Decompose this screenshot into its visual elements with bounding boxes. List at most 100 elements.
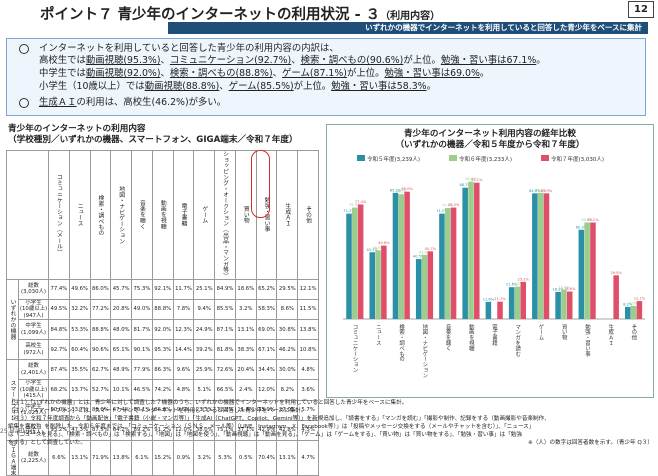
table-cell: 53.3% [68, 319, 91, 341]
chart-bar [520, 281, 527, 319]
chart-bar [485, 301, 492, 319]
left-heading: 青少年のインターネットの利用内容 （学校種別／いずれかの機器、スマートフォン、G… [8, 124, 298, 146]
table-cell: 49.5% [48, 298, 70, 321]
data-label: 18.6% [564, 287, 576, 291]
banner-text: いずれかの機器でインターネットを利用していると回答した青少年をベースに集計 [365, 23, 642, 32]
corner-cell [6, 150, 49, 280]
summary-text: 、 [160, 68, 170, 79]
footnote-3: （注３）令和７年度調査から「動画配信」「電子書籍（小説・マンガ等）」「生成AI（… [8, 416, 550, 422]
bullet-icon [19, 44, 29, 54]
table-cell: 13.8% [297, 319, 319, 341]
column-header: 動画を視聴 [151, 150, 174, 280]
table-cell: 72.6% [214, 359, 236, 381]
table-cell: 68.2% [48, 379, 70, 401]
data-label: 92.8% [465, 177, 477, 181]
row-label: 小学生 (10歳以上) (415人) [18, 379, 49, 401]
data-label: 71.2% [436, 209, 448, 213]
row-label: 総数 (2,401人) [18, 359, 49, 381]
table-cell: 87.4% [48, 359, 70, 381]
data-label: 49.6% [378, 241, 390, 245]
category-label: 音楽を聴く [445, 323, 452, 352]
table-row: いずれかの機器 総数 (3,030人) 77.4% 49.6% 86.0% 45.7% 75… [6, 278, 319, 361]
data-label: 25.1% [518, 277, 530, 281]
data-label: 75.0% [442, 204, 454, 208]
chart-bar [375, 250, 381, 319]
table-cell: 87.1% [214, 319, 236, 341]
title-subtitle: （利用内容） [380, 11, 441, 22]
table-cell: 11.7% [172, 278, 195, 300]
footnote-row: をする」として調査していた。 ※（人）の数字は回答者数を示す。（青少年 Q３） [8, 439, 653, 447]
table-cell: 86.0% [89, 278, 112, 300]
table-cell: 90.1% [131, 339, 153, 361]
data-label: 45.1% [367, 248, 379, 252]
title-text: ポイント７ 青少年のインターネットの利用状況 - ３ [40, 7, 381, 23]
chart-bar [369, 252, 376, 319]
chart-bar [439, 213, 445, 319]
category-label: マンガを読む [514, 324, 521, 357]
chart-bar [555, 291, 561, 319]
category-label: ニュース [375, 324, 382, 346]
table-cell: 84.8% [48, 319, 70, 341]
category-label: 地図・ナビゲーション [421, 323, 428, 378]
legend-swatch [541, 155, 549, 161]
data-label: 77.4% [355, 200, 367, 204]
table-cell: 10.8% [297, 339, 319, 361]
table-row: 小学生 (10歳以上) (415人) 68.2% 13.7% 52.7% 10.1% 46… [7, 379, 319, 401]
chart-bar [625, 306, 631, 319]
table-row: スマートフォン 総数 (2,401人) 87.4% 35.5% 62.7% 48.9% 77… [6, 359, 319, 441]
category-label: その他 [630, 324, 637, 342]
table-cell: 86.3% [151, 359, 174, 381]
table-cell: 25.9% [193, 359, 216, 381]
table-cell: 13.1% [234, 319, 257, 341]
data-label: 84.9% [529, 189, 541, 193]
summary-text: 。 [426, 81, 436, 92]
data-label: 21.5% [506, 283, 518, 287]
summary-highlight: 動画視聴(92.0%) [85, 68, 161, 79]
column-header: ニュース [68, 150, 91, 280]
column-header: 生成ＡＩ [276, 150, 299, 280]
summary-text: 、 [160, 55, 170, 66]
table-cell: 65.2% [255, 278, 278, 300]
table-cell: 92.1% [151, 278, 174, 300]
table-cell: 65.1% [110, 339, 133, 361]
table-row: 中学生 (1,025人) 90.0% 33.7% 86.0% 47.4% 80.1% 86.… [7, 399, 319, 421]
data-label: 71.2% [343, 209, 355, 213]
table-cell: 49.0% [131, 298, 153, 321]
data-label: 86.0% [401, 187, 413, 191]
chart-bar [497, 301, 503, 319]
footnote-1: （注１）「いずれかの機器」とは、青少年に対して調査した７機器のうち、いずれかの機… [8, 400, 408, 406]
group-label: いずれかの機器 [6, 278, 19, 361]
summary-text: が上位。 [346, 68, 385, 79]
chart-subtitle: （いずれかの機器／令和５年度から令和７年度） [395, 140, 585, 150]
chart-bar [427, 251, 434, 319]
data-label: 88.7% [459, 183, 471, 187]
summary-highlight: ゲーム(85.5%) [228, 81, 294, 92]
row-label: 高校生 (972人) [18, 339, 49, 361]
chart-title: 青少年のインターネット利用内容の経年比較 [404, 129, 576, 139]
table-cell: 52.7% [89, 379, 112, 401]
table-cell: 10.1% [110, 379, 133, 401]
table-cell: 90.6% [89, 339, 112, 361]
data-label: 12.1% [634, 297, 646, 301]
summary-highlight: コミュニケーション(92.7%) [169, 55, 292, 66]
summary-text: インターネットを利用していると回答した青少年の利用内容の内訳は、 [39, 43, 339, 54]
chart-bar [532, 193, 538, 319]
table-cell: 18.6% [234, 278, 257, 300]
summary-highlight: ゲーム(87.1%) [282, 68, 347, 79]
table-cell: 30.8% [276, 319, 299, 341]
data-label: 43.4% [419, 250, 431, 254]
table-cell: 77.4% [48, 278, 70, 300]
bullet-icon [19, 98, 29, 108]
row-label: 中学生 (1,099人) [18, 319, 49, 341]
footnotes: （注１）「いずれかの機器」とは、青少年に対して調査した７機器のうち、いずれかの機… [8, 399, 653, 447]
chart-bar [566, 291, 573, 319]
column-header: その他 [297, 150, 319, 280]
table-cell: 84.9% [214, 278, 236, 300]
data-label: 11.6% [483, 297, 495, 301]
chart-bar [543, 193, 550, 319]
table-cell: 8.6% [276, 298, 299, 321]
legend-label: 令和６年度(3,233人) [459, 155, 512, 163]
table-row: 高校生 (951人) 93.2% 47.3% 87.5% 64.2% 89.2% 91.2%… [7, 419, 319, 441]
category-label: 電子書籍 [491, 324, 498, 347]
summary-line-4: 小学生（10歳以上）では動画視聴(88.8%)、ゲーム(85.5%)が上位。勉強… [39, 81, 436, 93]
